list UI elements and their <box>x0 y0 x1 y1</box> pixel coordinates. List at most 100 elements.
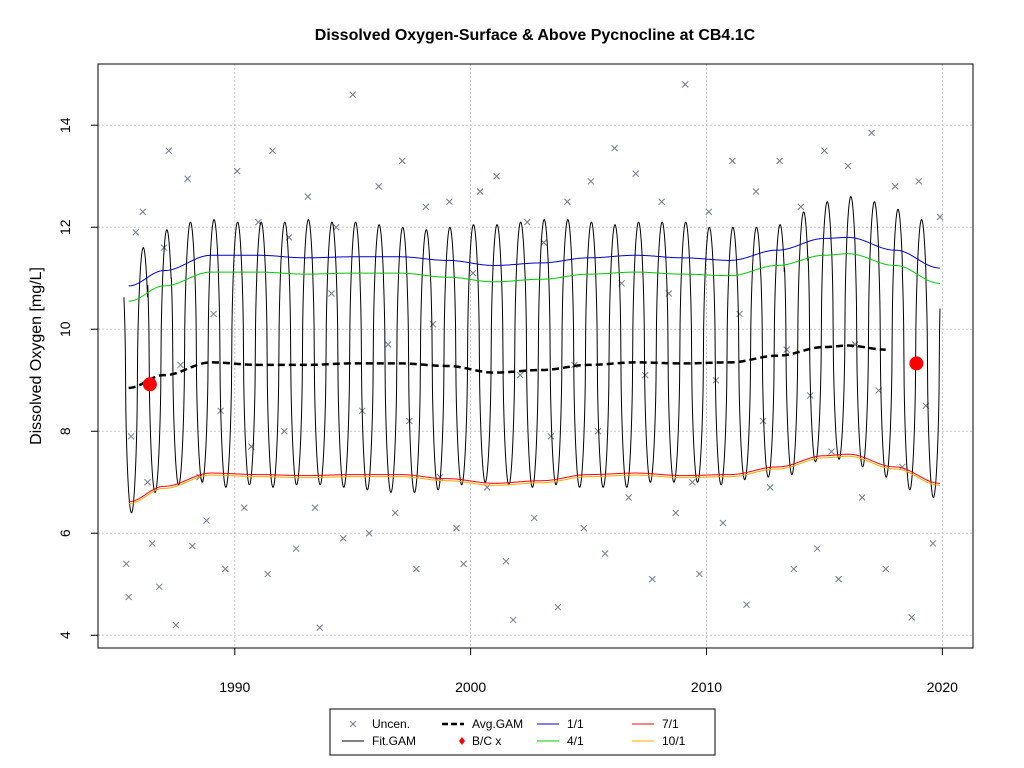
uncen-point <box>696 570 703 578</box>
uncen-point <box>891 183 899 190</box>
uncen-point <box>632 170 640 178</box>
uncen-point <box>908 614 916 621</box>
x-tick-label: 1990 <box>219 679 250 695</box>
uncen-point <box>766 483 774 491</box>
uncen-point <box>681 81 689 88</box>
legend-item: B/C x <box>459 734 501 748</box>
uncen-point <box>821 147 828 155</box>
x-tick-label: 2010 <box>691 679 722 695</box>
uncen-point <box>736 310 743 318</box>
y-tick-label: 4 <box>57 631 73 639</box>
uncen-point <box>311 504 319 512</box>
uncen-point <box>148 540 156 547</box>
uncen-point <box>712 376 720 384</box>
uncen-point <box>332 223 340 231</box>
uncen-point <box>759 417 767 425</box>
uncen-point <box>688 478 696 486</box>
uncen-point <box>752 188 760 195</box>
uncen-point <box>328 290 335 297</box>
legend-label: 10/1 <box>662 734 686 748</box>
legend-label: 7/1 <box>662 717 679 731</box>
series-line-4-1 <box>128 253 940 302</box>
uncen-point <box>658 198 666 206</box>
uncen-point <box>132 228 140 236</box>
x-axis: 1990 2000 2010 2020 <box>219 648 958 695</box>
legend-item: Avg.GAM <box>442 717 523 731</box>
uncen-point <box>125 593 133 601</box>
uncen-point <box>587 177 595 185</box>
bc-point <box>909 356 924 371</box>
uncen-point <box>530 514 538 522</box>
uncen-point <box>813 545 821 552</box>
uncen-point <box>122 560 130 568</box>
uncen-point <box>155 583 163 591</box>
uncen-point <box>743 601 750 608</box>
uncen-point <box>222 565 229 573</box>
uncen-point <box>547 432 555 440</box>
uncen-point <box>672 509 680 517</box>
legend-item: 4/1 <box>537 734 584 748</box>
uncen-point <box>384 341 392 348</box>
legend: Uncen. Fit.GAM Avg.GAM B/C x 1/1 4/1 7/1 10/1 <box>329 708 716 756</box>
uncen-point <box>563 198 571 206</box>
uncen-point <box>611 144 618 152</box>
uncen-point <box>210 310 217 318</box>
uncen-point <box>165 147 173 155</box>
y-tick-label: 14 <box>57 117 73 133</box>
uncen-point <box>797 203 805 211</box>
chart-title: Dissolved Oxygen-Surface & Above Pycnocl… <box>315 27 756 44</box>
x-tick-label: 2020 <box>927 679 958 695</box>
uncen-point <box>413 565 420 573</box>
uncen-point <box>139 208 147 216</box>
uncen-point <box>127 432 135 440</box>
legend-item: 1/1 <box>537 717 584 731</box>
uncen-point <box>172 621 180 629</box>
legend-label: 4/1 <box>567 734 584 748</box>
uncen-point <box>776 157 783 165</box>
uncen-point <box>429 320 437 328</box>
uncen-point <box>601 550 609 557</box>
uncen-point <box>339 534 347 542</box>
uncen-point <box>844 162 852 170</box>
plot-area <box>122 81 944 631</box>
uncen-point <box>177 361 184 369</box>
uncen-point <box>233 167 241 175</box>
uncen-point <box>240 504 248 512</box>
uncen-point <box>280 427 288 435</box>
uncen-point <box>493 172 500 180</box>
legend-label: 1/1 <box>567 717 584 731</box>
uncen-point <box>316 624 324 631</box>
legend-label: Avg.GAM <box>472 717 523 731</box>
uncen-point <box>554 603 562 611</box>
uncen-point <box>476 188 484 195</box>
uncen-point <box>783 346 791 353</box>
uncen-point <box>858 494 866 501</box>
y-tick-label: 12 <box>57 219 73 235</box>
x-tick-label: 2000 <box>455 679 486 695</box>
legend-label: Uncen. <box>372 717 410 731</box>
uncen-point <box>446 198 453 206</box>
y-axis-label: Dissolved Oxygen [mg/L] <box>28 267 45 445</box>
uncen-point <box>398 157 406 165</box>
uncen-point <box>835 575 842 583</box>
uncen-point <box>188 542 196 550</box>
uncen-point <box>882 565 890 573</box>
uncen-point <box>648 575 656 583</box>
uncen-point <box>469 269 477 277</box>
uncen-point <box>523 218 531 226</box>
uncen-point <box>203 517 210 524</box>
uncen-point <box>422 203 430 211</box>
legend-box <box>329 708 716 756</box>
y-axis: 4 6 8 10 12 14 <box>57 117 98 639</box>
uncen-point <box>269 147 276 155</box>
uncen-point <box>790 565 798 573</box>
uncen-point <box>460 560 467 568</box>
uncen-point <box>719 519 727 527</box>
uncen-point <box>936 213 944 221</box>
uncen-point <box>641 371 649 379</box>
uncen-point <box>580 524 588 532</box>
legend-item: Fit.GAM <box>342 734 416 748</box>
series-line-7-1 <box>128 453 940 503</box>
legend-swatch-x <box>349 720 357 728</box>
